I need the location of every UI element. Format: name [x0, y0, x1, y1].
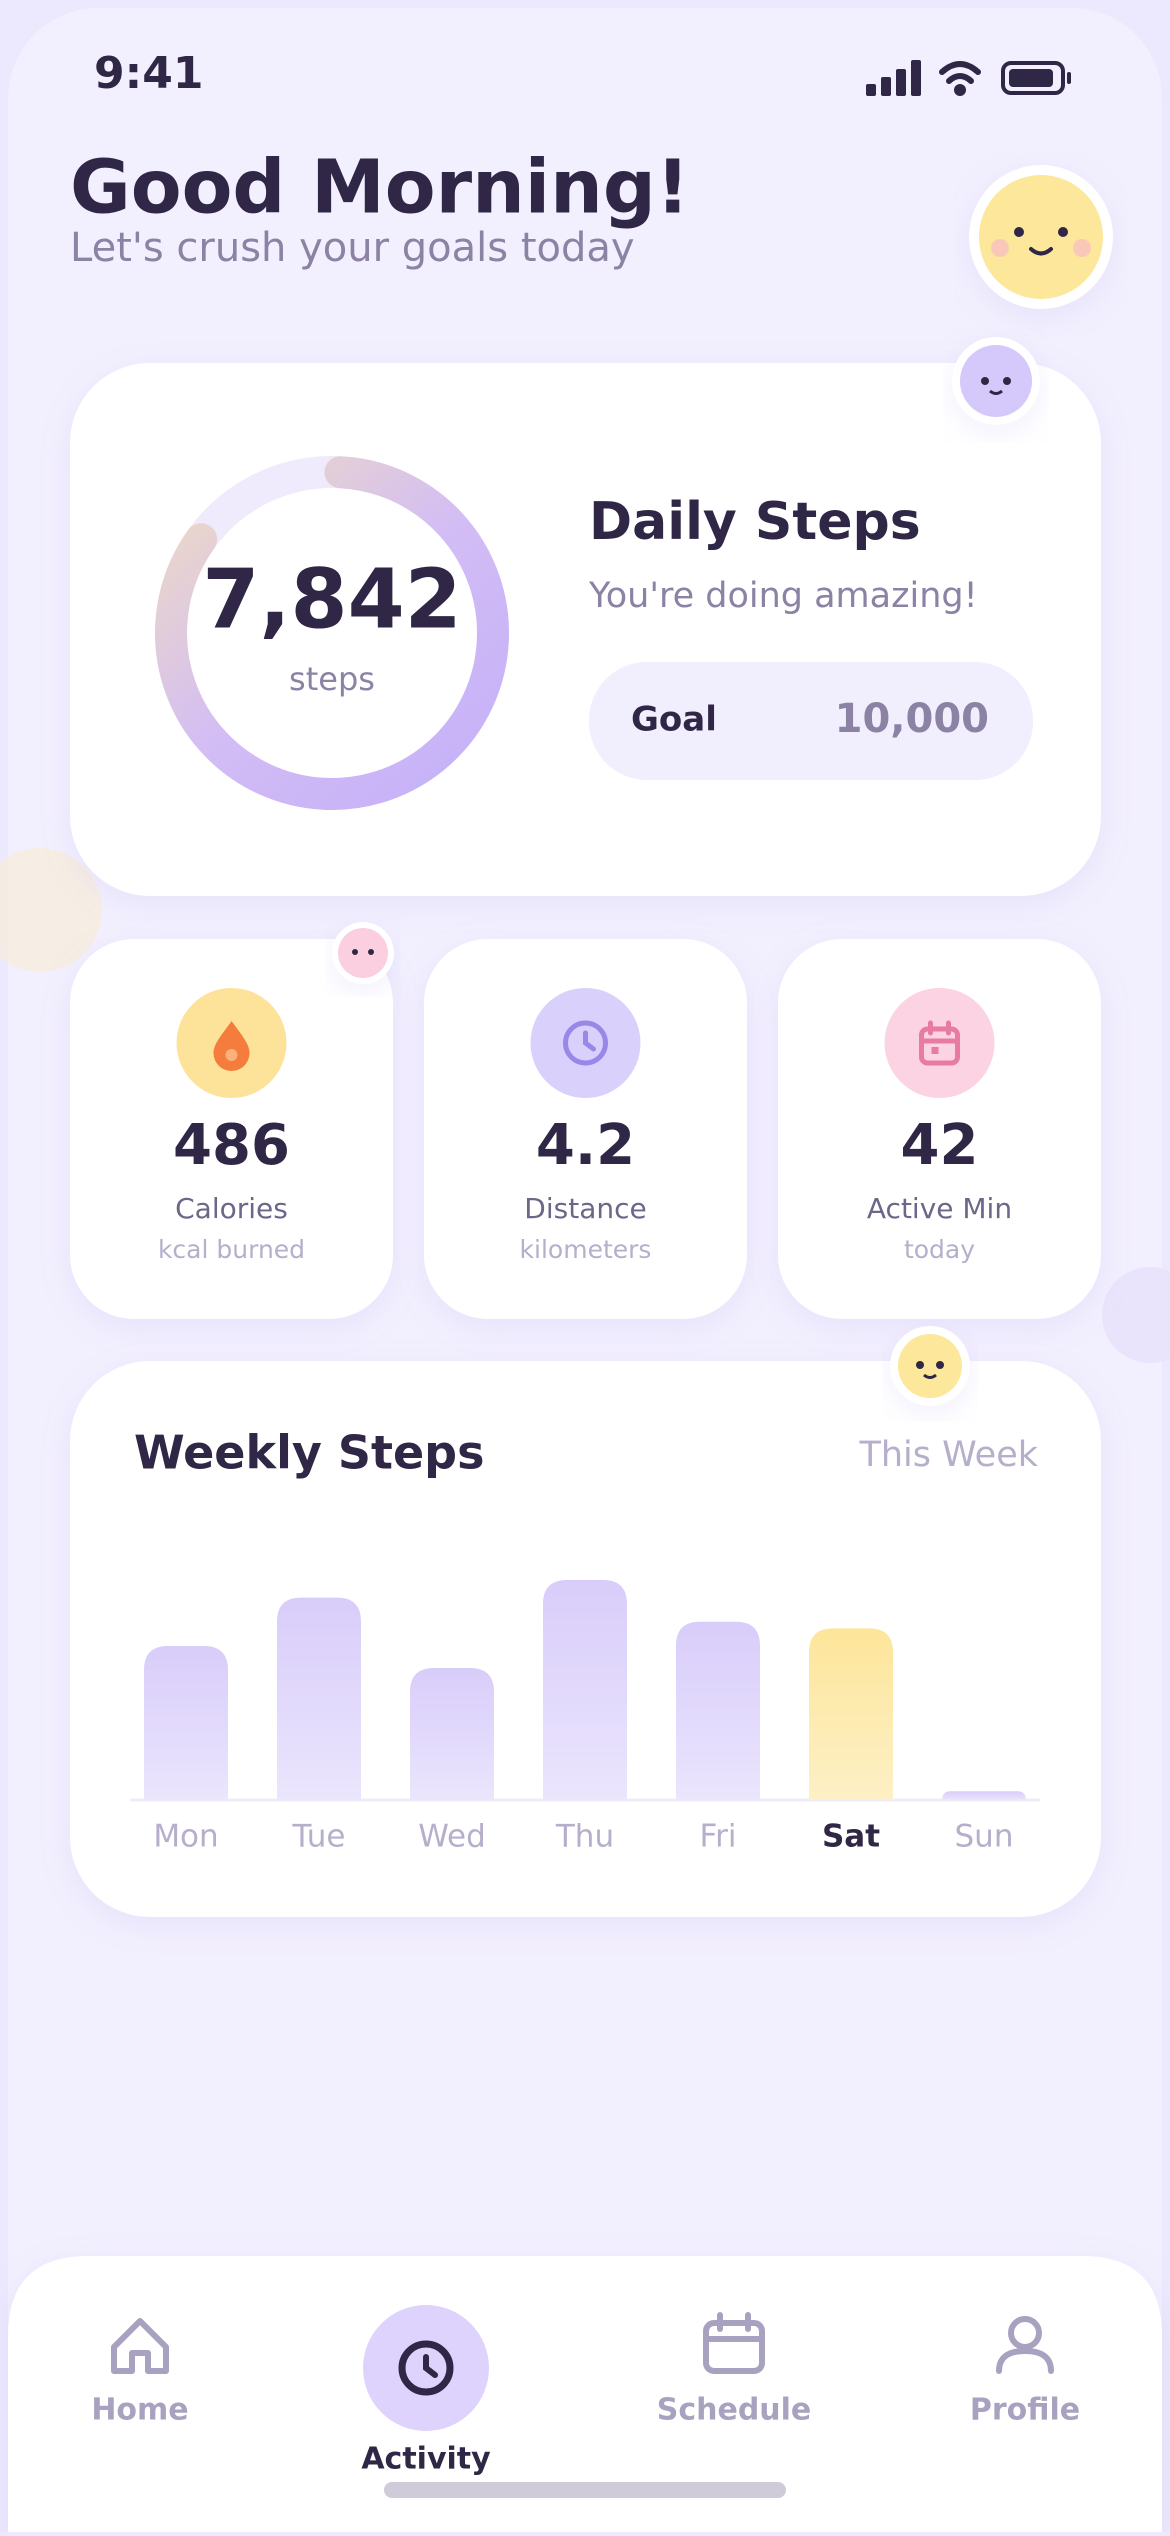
nav-item[interactable]: Profile	[970, 2316, 1080, 2428]
mascot-badge	[332, 922, 394, 984]
nav-item[interactable]: Schedule	[657, 2312, 812, 2428]
stat-label: Distance	[524, 1192, 646, 1225]
deco-blob	[0, 848, 102, 972]
mascot-badge	[952, 337, 1040, 425]
stat-sub: kcal burned	[158, 1235, 305, 1264]
progress-ring	[155, 456, 509, 810]
nav-label[interactable]: Profile	[970, 2393, 1080, 2428]
goal-label: Goal	[631, 700, 717, 740]
stat-label: Active Min	[867, 1192, 1012, 1225]
stat-value: 4.2	[536, 1113, 635, 1178]
icon	[563, 1020, 608, 1066]
nav-items: Home Activity Schedule Profile	[91, 2305, 1080, 2477]
nav-item[interactable]: Home	[91, 2318, 189, 2428]
weekly-bars: Mon Tue Wed Thu Fri Sat Sun	[144, 1580, 1026, 1855]
signal-icon	[866, 60, 921, 96]
icon	[213, 1021, 250, 1071]
bar	[277, 1597, 361, 1800]
goal-value: 10,000	[835, 696, 989, 742]
stat-card	[778, 939, 1101, 1319]
day-label: Fri	[700, 1819, 737, 1855]
bar	[543, 1580, 627, 1800]
icon	[111, 2318, 169, 2374]
home-indicator	[384, 2482, 786, 2498]
stats-row: 486 Calories kcal burned 4.2 Distance kilomet…	[70, 939, 1101, 1319]
weekly-title: Weekly Steps	[134, 1426, 484, 1480]
greeting-subtitle: Let's crush your goals today	[70, 225, 635, 271]
status-time: 9:41	[94, 48, 203, 99]
mascot-badge	[890, 1326, 970, 1406]
nav-label[interactable]: Schedule	[657, 2393, 812, 2428]
bar	[410, 1668, 494, 1800]
steps-unit: steps	[289, 660, 375, 698]
day-label: Mon	[153, 1819, 218, 1855]
stat-sub: kilometers	[520, 1235, 652, 1264]
nav-label[interactable]: Activity	[361, 2442, 491, 2477]
goal-pill	[589, 662, 1033, 780]
battery-icon	[1001, 61, 1071, 95]
day-label: Wed	[418, 1819, 486, 1855]
steps-count: 7,842	[202, 552, 461, 647]
nav-label[interactable]: Home	[91, 2393, 188, 2428]
day-label: Tue	[292, 1819, 346, 1855]
icon	[703, 2312, 765, 2374]
wifi-icon	[939, 61, 981, 96]
bar	[144, 1646, 228, 1800]
bar	[942, 1791, 1026, 1800]
steps-title: Daily Steps	[589, 492, 921, 552]
icon	[398, 2340, 454, 2396]
steps-message: You're doing amazing!	[588, 576, 978, 616]
bottom-nav	[8, 2256, 1162, 2532]
bar	[809, 1628, 893, 1800]
stat-sub: today	[904, 1235, 975, 1264]
nav-item[interactable]: Activity	[361, 2305, 491, 2477]
day-label: Thu	[555, 1819, 614, 1855]
avatar[interactable]	[969, 165, 1113, 309]
deco-blob	[1102, 1267, 1170, 1363]
stat-card	[70, 939, 393, 1319]
icon	[996, 2316, 1054, 2374]
stat-card	[424, 939, 747, 1319]
stat-label: Calories	[175, 1192, 288, 1225]
day-label: Sun	[955, 1819, 1014, 1855]
greeting-title: Good Morning!	[70, 145, 690, 231]
weekly-period[interactable]: This Week	[858, 1435, 1038, 1475]
stat-value: 486	[173, 1113, 290, 1178]
stat-value: 42	[901, 1113, 979, 1178]
day-label: Sat	[822, 1819, 880, 1855]
icon	[919, 1020, 960, 1066]
bar	[676, 1621, 760, 1800]
